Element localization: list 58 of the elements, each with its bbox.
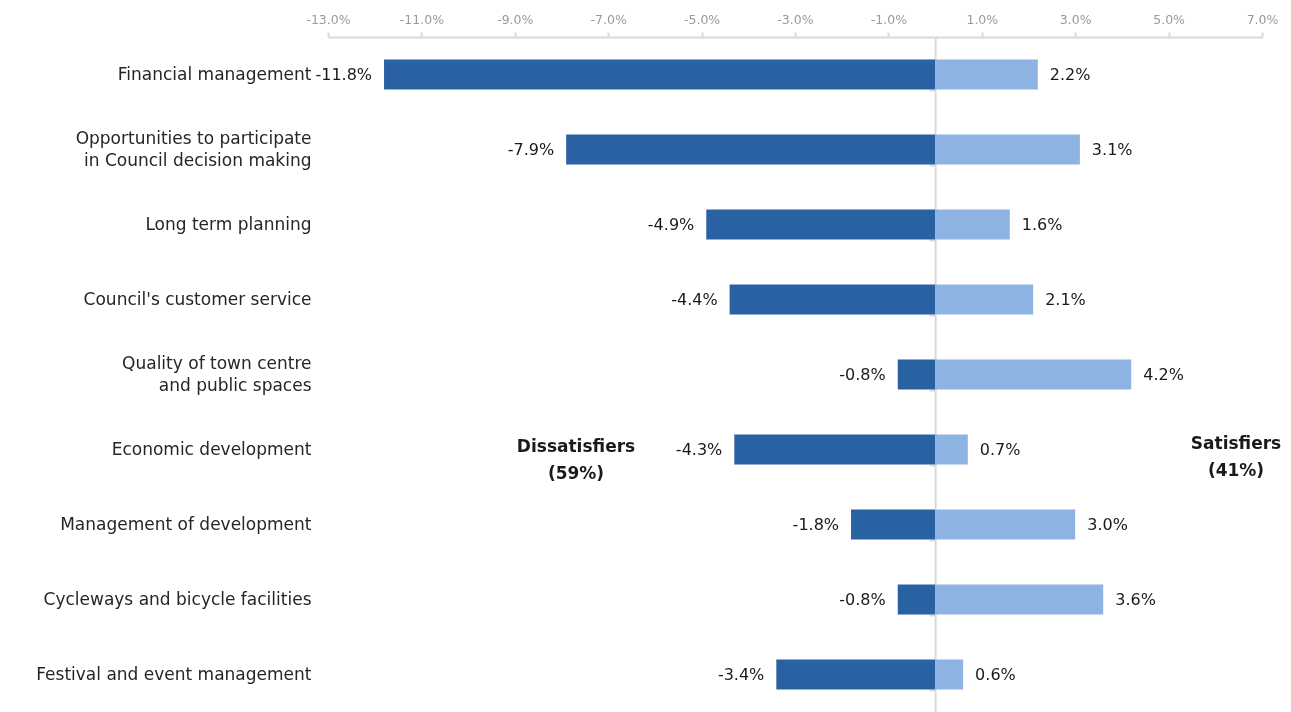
x-tick-label: 1.0% (966, 11, 999, 27)
data-label: -4.9% (647, 214, 695, 234)
x-tick-label: -9.0% (497, 11, 534, 27)
data-label: -11.8% (315, 64, 373, 84)
y-tick-label: Council's customer service (83, 289, 312, 309)
x-tick-label: -7.0% (590, 11, 627, 27)
data-label: 0.6% (975, 664, 1016, 684)
bar (935, 584, 1104, 615)
bar (935, 359, 1132, 390)
y-tick-label: Long term planning (145, 214, 312, 234)
bar (384, 59, 936, 90)
bar (935, 59, 1038, 90)
y-tick-label: Financial management (117, 64, 312, 84)
data-label: 2.1% (1045, 289, 1086, 309)
y-tick-label: Economic development (111, 439, 312, 459)
bar (851, 509, 936, 540)
data-label: 4.2% (1143, 364, 1184, 384)
data-label: 0.7% (979, 439, 1021, 459)
data-label: -1.8% (792, 514, 840, 534)
bar (897, 359, 936, 390)
x-tick-label: 7.0% (1246, 11, 1279, 27)
bar (935, 509, 1076, 540)
x-tick-label: 3.0% (1059, 11, 1092, 27)
bar (935, 434, 968, 465)
bar (897, 584, 936, 615)
bar (935, 134, 1080, 165)
bar (776, 659, 936, 690)
data-label: -4.3% (675, 439, 723, 459)
bar (935, 659, 964, 690)
x-tick-label: -5.0% (683, 11, 721, 27)
y-tick-label: Cycleways and bicycle facilities (43, 589, 312, 609)
bar (935, 284, 1034, 315)
data-label: 3.1% (1091, 139, 1133, 159)
data-label: 3.0% (1087, 514, 1128, 534)
data-label: -0.8% (839, 589, 886, 609)
data-label: 3.6% (1115, 589, 1156, 609)
bar (706, 209, 936, 240)
data-label: 1.6% (1021, 214, 1063, 234)
data-label: -0.8% (839, 364, 886, 384)
data-label: -4.4% (671, 289, 718, 309)
y-tick-label: Management of development (60, 514, 312, 534)
data-label: -3.4% (717, 664, 765, 684)
data-label: -7.9% (507, 139, 555, 159)
y-tick-label: Opportunities to participate in Council decision making (75, 128, 312, 170)
data-label: 2.2% (1049, 64, 1091, 84)
y-tick-label: Festival and event management (36, 664, 312, 684)
annotation: Dissatisfiers (59%) (516, 436, 636, 483)
x-tick-label: -13.0% (306, 11, 351, 27)
x-tick-label: -3.0% (777, 11, 814, 27)
y-tick-label: Quality of town centre and public spaces (122, 353, 312, 395)
annotation: Satisfiers (41%) (1190, 433, 1282, 480)
bar (734, 434, 936, 465)
x-tick-label: -1.0% (870, 11, 908, 27)
x-tick-label: -11.0% (399, 11, 445, 27)
bar (729, 284, 936, 315)
x-tick-label: 5.0% (1153, 11, 1186, 27)
bar (935, 209, 1010, 240)
bar (566, 134, 936, 165)
